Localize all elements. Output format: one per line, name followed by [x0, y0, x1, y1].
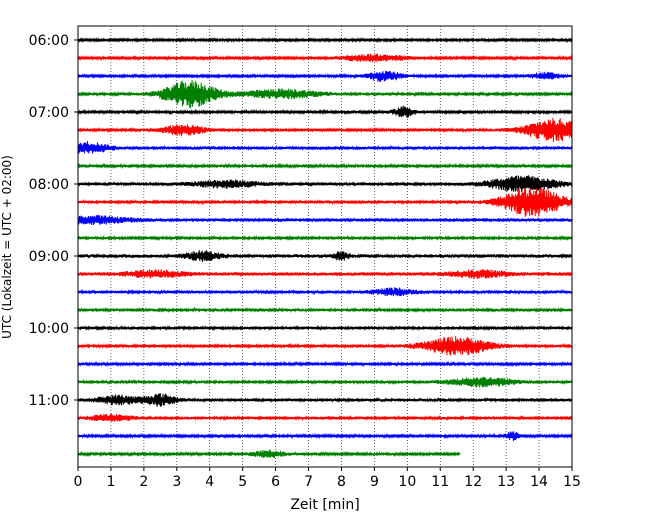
trace-1145 — [77, 449, 461, 459]
y-tick-label-0: 06:00 — [29, 33, 69, 49]
trace-0830 — [77, 214, 573, 226]
trace-0800 — [77, 175, 573, 192]
y-tick-label-1: 07:00 — [29, 105, 69, 121]
trace-1000 — [77, 324, 573, 332]
plot-frame — [77, 25, 573, 468]
x-axis-label: Zeit [min] — [290, 497, 359, 513]
trace-0845 — [77, 234, 573, 242]
trace-0600 — [77, 37, 573, 43]
x-tick-label-4: 4 — [205, 474, 214, 490]
x-tick-label-11: 11 — [431, 474, 449, 490]
y-axis-ticks: 06:00 07:00 08:00 09:00 10:00 11:00 — [29, 33, 78, 409]
x-tick-label-8: 8 — [337, 474, 346, 490]
x-tick-label-2: 2 — [139, 474, 148, 490]
x-tick-label-5: 5 — [238, 474, 247, 490]
y-tick-label-4: 10:00 — [29, 321, 69, 337]
x-tick-label-14: 14 — [530, 474, 548, 490]
x-tick-label-3: 3 — [172, 474, 181, 490]
trace-0730 — [77, 141, 573, 154]
trace-0815 — [77, 187, 573, 217]
y-axis-label: UTC (Lokalzeit = UTC + 02:00) — [0, 155, 14, 339]
x-tick-label-1: 1 — [106, 474, 115, 490]
trace-0630 — [77, 70, 573, 82]
trace-0945 — [77, 306, 573, 314]
trace-1045 — [77, 376, 573, 388]
trace-1130 — [77, 431, 573, 442]
trace-1100 — [77, 393, 573, 407]
x-tick-label-12: 12 — [464, 474, 482, 490]
trace-1030 — [77, 360, 573, 368]
x-tick-label-10: 10 — [398, 474, 416, 490]
trace-0715 — [77, 117, 573, 143]
trace-0900 — [77, 250, 573, 262]
x-tick-label-6: 6 — [271, 474, 280, 490]
trace-0645 — [77, 80, 573, 109]
x-tick-label-0: 0 — [74, 474, 83, 490]
trace-1015 — [77, 336, 573, 356]
traces — [77, 37, 573, 459]
y-tick-label-5: 11:00 — [29, 393, 69, 409]
x-tick-label-9: 9 — [370, 474, 379, 490]
y-tick-label-3: 09:00 — [29, 249, 69, 265]
trace-0615 — [77, 53, 573, 63]
trace-0915 — [77, 268, 573, 279]
y-tick-label-2: 08:00 — [29, 177, 69, 193]
x-axis-ticks: 0 1 2 3 4 5 6 7 8 9 10 11 12 13 14 15 — [74, 467, 581, 490]
x-tick-label-13: 13 — [497, 474, 515, 490]
x-tick-label-7: 7 — [304, 474, 313, 490]
trace-1115 — [77, 413, 573, 422]
trace-0700 — [77, 105, 573, 118]
trace-0745 — [77, 162, 573, 170]
x-tick-label-15: 15 — [563, 474, 581, 490]
trace-0930 — [77, 287, 573, 297]
